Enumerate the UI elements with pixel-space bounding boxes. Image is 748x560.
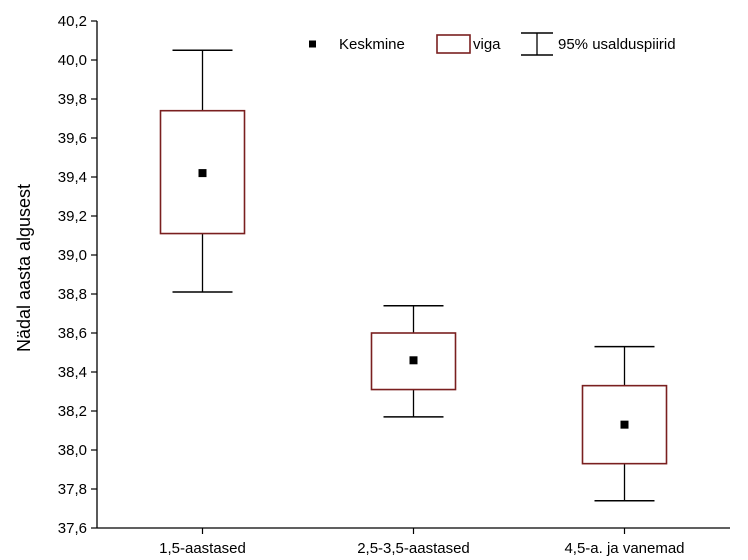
y-axis-title: Nädal aasta algusest [14, 184, 34, 352]
y-tick-label: 38,0 [58, 442, 87, 459]
y-tick-label: 38,4 [58, 364, 87, 381]
legend-mean-marker [309, 40, 316, 48]
category-label: 4,5-a. ja vanemad [564, 540, 684, 557]
y-tick-label: 40,0 [58, 52, 87, 69]
mean-marker [620, 420, 629, 429]
y-tick-label: 39,6 [58, 130, 87, 147]
y-tick-label: 37,6 [58, 520, 87, 537]
y-tick-label: 38,2 [58, 403, 87, 420]
y-tick-label: 38,8 [58, 286, 87, 303]
category-label: 1,5-aastased [159, 540, 246, 557]
legend-label-ci: 95% usalduspiirid [558, 36, 676, 53]
category-label: 2,5-3,5-aastased [357, 540, 470, 557]
legend-label-error: viga [473, 36, 501, 53]
y-tick-label: 39,8 [58, 91, 87, 108]
legend-label-mean: Keskmine [339, 36, 405, 53]
y-tick-label: 39,2 [58, 208, 87, 225]
legend-box-swatch [436, 34, 471, 54]
mean-marker [409, 356, 418, 365]
mean-marker [198, 169, 207, 178]
y-tick-label: 40,2 [58, 13, 87, 30]
error-box [581, 384, 668, 465]
error-box [370, 332, 457, 391]
y-tick-label: 38,6 [58, 325, 87, 342]
y-tick-label: 37,8 [58, 481, 87, 498]
y-tick-label: 39,0 [58, 247, 87, 264]
y-tick-label: 39,4 [58, 169, 87, 186]
error-box [159, 109, 246, 235]
